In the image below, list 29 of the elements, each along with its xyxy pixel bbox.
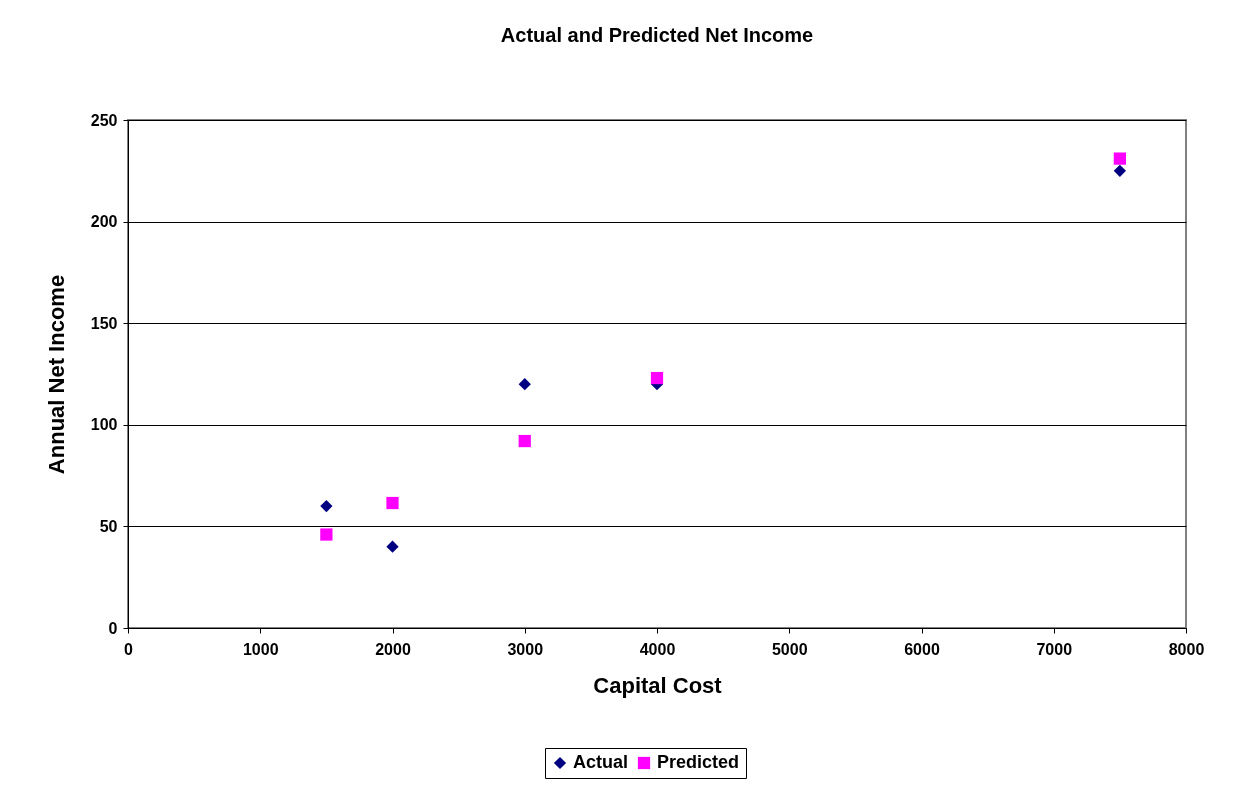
x-tick-label: 1000: [242, 640, 279, 658]
y-tick-label: 250: [90, 111, 118, 129]
point: [386, 496, 399, 510]
point: [518, 434, 531, 448]
point: [518, 378, 531, 391]
x-tick-label: 7000: [1036, 640, 1073, 658]
x-tick-label: 5000: [771, 640, 808, 658]
point: [650, 371, 664, 385]
legend-label: Predicted: [657, 752, 740, 772]
y-tick-label: 50: [99, 517, 118, 535]
y-tick-label: 200: [90, 213, 118, 231]
x-tick-label: 4000: [639, 640, 676, 658]
point: [320, 499, 333, 513]
point: [386, 540, 399, 553]
x-tick-label: 6000: [904, 640, 940, 658]
point: [320, 528, 333, 541]
y-axis-title: Annual Net Income: [43, 274, 69, 475]
y-tick-label: 100: [90, 416, 118, 434]
x-tick-label: 3000: [507, 640, 544, 658]
chart-title: Actual and Predicted Net Income: [500, 24, 814, 46]
x-tick-label: 2000: [375, 640, 411, 658]
point: [1113, 164, 1126, 177]
y-tick-label: 150: [90, 314, 118, 332]
y-tick-label: 0: [108, 619, 118, 637]
x-tick-label: 0: [124, 640, 134, 658]
x-tick-label: 8000: [1168, 640, 1205, 658]
point: [1113, 152, 1126, 165]
legend-label: Actual: [573, 752, 629, 772]
x-axis-title: Capital Cost: [593, 672, 723, 698]
